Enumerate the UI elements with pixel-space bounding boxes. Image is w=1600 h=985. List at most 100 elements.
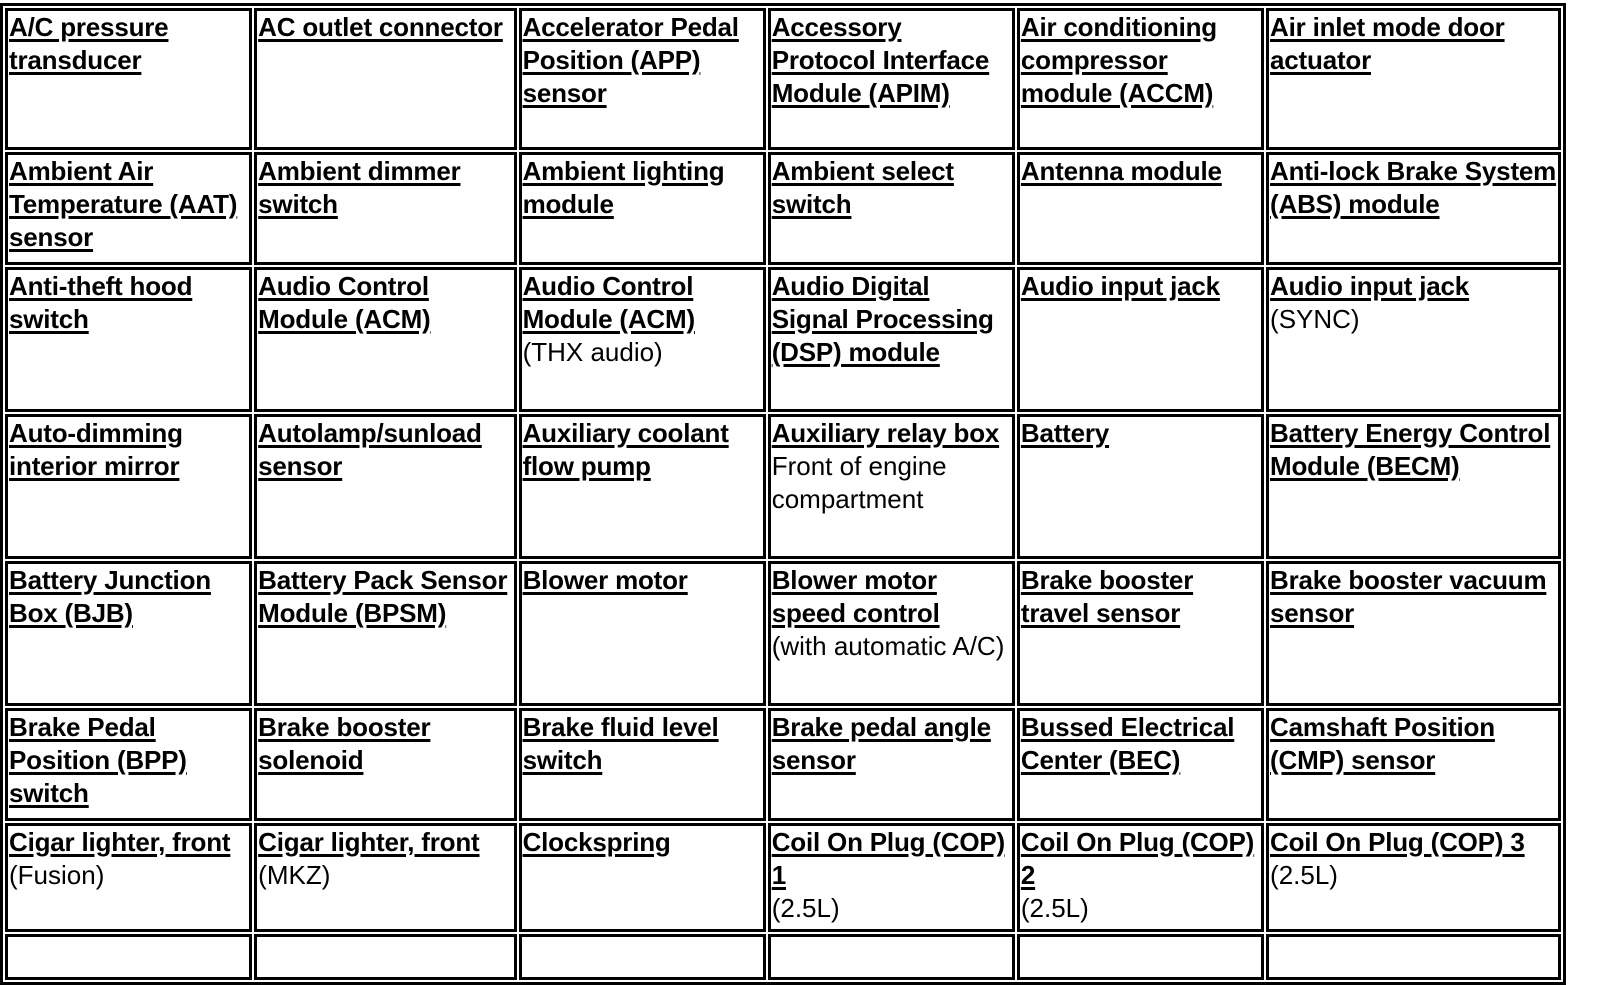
component-link[interactable]: Autolamp/sunload sensor: [258, 418, 482, 481]
component-link[interactable]: Brake fluid level switch: [522, 712, 719, 775]
table-cell: Battery Junction Box (BJB): [5, 561, 253, 706]
table-row: Ambient Air Temperature (AAT) sensor Ambi…: [5, 152, 1561, 265]
table-row: A/C pressure transducer AC outlet connect…: [5, 8, 1561, 150]
component-link[interactable]: Accessory Protocol Interface Module (API…: [771, 12, 990, 108]
table-cell: Brake fluid level switch: [518, 708, 766, 821]
component-link[interactable]: A/C pressure transducer: [9, 12, 169, 75]
component-link[interactable]: Audio input jack: [1020, 271, 1220, 301]
table-cell: Brake booster vacuum sensor: [1266, 561, 1561, 706]
component-link[interactable]: Bussed Electrical Center (BEC): [1020, 712, 1235, 775]
component-link[interactable]: Auxiliary coolant flow pump: [522, 418, 729, 481]
table-cell: Auto-dimming interior mirror: [5, 414, 253, 559]
table-cell: Battery Pack Sensor Module (BPSM): [254, 561, 517, 706]
table-cell: Battery Energy Control Module (BECM): [1266, 414, 1561, 559]
component-link[interactable]: Anti-theft hood switch: [9, 271, 193, 334]
table-cell: Coil On Plug (COP) 2 (2.5L): [1016, 823, 1265, 932]
component-link[interactable]: Battery Energy Control Module (BECM): [1270, 418, 1551, 481]
table-cell: Ambient dimmer switch: [254, 152, 517, 265]
table-cell: Auxiliary relay box Front of engine compa…: [767, 414, 1015, 559]
component-note: (2.5L): [1020, 893, 1089, 923]
table-cell: [767, 934, 1015, 980]
component-link[interactable]: Coil On Plug (COP) 1: [771, 827, 1005, 890]
table-cell: Air inlet mode door actuator: [1266, 8, 1561, 150]
table-cell: [5, 934, 253, 980]
table-cell: Brake booster solenoid: [254, 708, 517, 821]
component-link[interactable]: Clockspring: [522, 827, 671, 857]
table-cell: Camshaft Position (CMP) sensor: [1266, 708, 1561, 821]
table-cell: Air conditioning compressor module (ACCM…: [1016, 8, 1265, 150]
table-cell: Cigar lighter, front (MKZ): [254, 823, 517, 932]
component-note: (2.5L): [1270, 860, 1338, 890]
component-link[interactable]: Coil On Plug (COP) 3: [1270, 827, 1525, 857]
component-link[interactable]: Blower motor: [522, 565, 688, 595]
component-link[interactable]: Ambient lighting module: [522, 156, 725, 219]
table-row: Battery Junction Box (BJB) Battery Pack S…: [5, 561, 1561, 706]
component-note: (2.5L): [771, 893, 840, 923]
table-cell: Audio input jack (SYNC): [1266, 267, 1561, 412]
table-cell: Ambient Air Temperature (AAT) sensor: [5, 152, 253, 265]
component-note: (SYNC): [1270, 304, 1360, 334]
component-link[interactable]: Air inlet mode door actuator: [1270, 12, 1505, 75]
table-cell: Battery: [1016, 414, 1265, 559]
component-link[interactable]: Battery Junction Box (BJB): [9, 565, 211, 628]
component-link[interactable]: Brake booster travel sensor: [1020, 565, 1194, 628]
component-link[interactable]: Antenna module: [1020, 156, 1222, 186]
component-link[interactable]: Battery: [1020, 418, 1110, 448]
component-link[interactable]: Camshaft Position (CMP) sensor: [1270, 712, 1495, 775]
component-note: Front of engine compartment: [771, 451, 947, 514]
component-link[interactable]: Blower motor speed control: [771, 565, 940, 628]
table-cell: Bussed Electrical Center (BEC): [1016, 708, 1265, 821]
table-cell: Anti-theft hood switch: [5, 267, 253, 412]
component-link[interactable]: Brake booster solenoid: [258, 712, 431, 775]
table-cell: Audio Digital Signal Processing (DSP) mo…: [767, 267, 1015, 412]
component-note: (MKZ): [258, 860, 331, 890]
component-link[interactable]: Brake Pedal Position (BPP) switch: [9, 712, 187, 808]
table-row: Brake Pedal Position (BPP) switch Brake b…: [5, 708, 1561, 821]
component-link[interactable]: Audio Digital Signal Processing (DSP) mo…: [771, 271, 994, 367]
component-note: (THX audio): [522, 337, 663, 367]
component-link[interactable]: Ambient dimmer switch: [258, 156, 461, 219]
component-link[interactable]: AC outlet connector: [258, 12, 503, 42]
table-cell: Audio input jack: [1016, 267, 1265, 412]
table-cell: AC outlet connector: [254, 8, 517, 150]
table-cell: [518, 934, 766, 980]
table-cell: Antenna module: [1016, 152, 1265, 265]
component-link[interactable]: Anti-lock Brake System (ABS) module: [1270, 156, 1557, 219]
component-link[interactable]: Auto-dimming interior mirror: [9, 418, 183, 481]
component-link[interactable]: Coil On Plug (COP) 2: [1020, 827, 1255, 890]
table-cell: Audio Control Module (ACM): [254, 267, 517, 412]
table-cell: Audio Control Module (ACM) (THX audio): [518, 267, 766, 412]
table-cell: Ambient select switch: [767, 152, 1015, 265]
component-link[interactable]: Brake pedal angle sensor: [771, 712, 991, 775]
table-cell: Brake Pedal Position (BPP) switch: [5, 708, 253, 821]
component-link[interactable]: Auxiliary relay box: [771, 418, 1000, 448]
table-cell: Accelerator Pedal Position (APP) sensor: [518, 8, 766, 150]
table-cell: Anti-lock Brake System (ABS) module: [1266, 152, 1561, 265]
component-link[interactable]: Audio Control Module (ACM): [258, 271, 431, 334]
component-link[interactable]: Battery Pack Sensor Module (BPSM): [258, 565, 508, 628]
table-cell: Accessory Protocol Interface Module (API…: [767, 8, 1015, 150]
component-link[interactable]: Ambient select switch: [771, 156, 954, 219]
table-cell: Coil On Plug (COP) 3 (2.5L): [1266, 823, 1561, 932]
component-note: (with automatic A/C): [771, 631, 1005, 661]
component-link[interactable]: Cigar lighter, front: [258, 827, 480, 857]
table-row: Cigar lighter, front (Fusion) Cigar lighte…: [5, 823, 1561, 932]
table-cell: Brake pedal angle sensor: [767, 708, 1015, 821]
table-row: Auto-dimming interior mirror Autolamp/sun…: [5, 414, 1561, 559]
component-link[interactable]: Ambient Air Temperature (AAT) sensor: [9, 156, 238, 252]
component-link[interactable]: Accelerator Pedal Position (APP) sensor: [522, 12, 739, 108]
table-cell: Coil On Plug (COP) 1 (2.5L): [767, 823, 1015, 932]
component-link[interactable]: Cigar lighter, front: [9, 827, 231, 857]
component-link[interactable]: Audio input jack: [1270, 271, 1470, 301]
component-link[interactable]: Audio Control Module (ACM): [522, 271, 696, 334]
component-link[interactable]: Brake booster vacuum sensor: [1270, 565, 1547, 628]
table-cell: Ambient lighting module: [518, 152, 766, 265]
table-cell: Cigar lighter, front (Fusion): [5, 823, 253, 932]
table-row: Anti-theft hood switch Audio Control Modu…: [5, 267, 1561, 412]
component-link[interactable]: Air conditioning compressor module (ACCM…: [1020, 12, 1217, 108]
table-cell: Auxiliary coolant flow pump: [518, 414, 766, 559]
table-cell: [254, 934, 517, 980]
table-cell: Autolamp/sunload sensor: [254, 414, 517, 559]
table-cell: [1016, 934, 1265, 980]
table-cell: A/C pressure transducer: [5, 8, 253, 150]
